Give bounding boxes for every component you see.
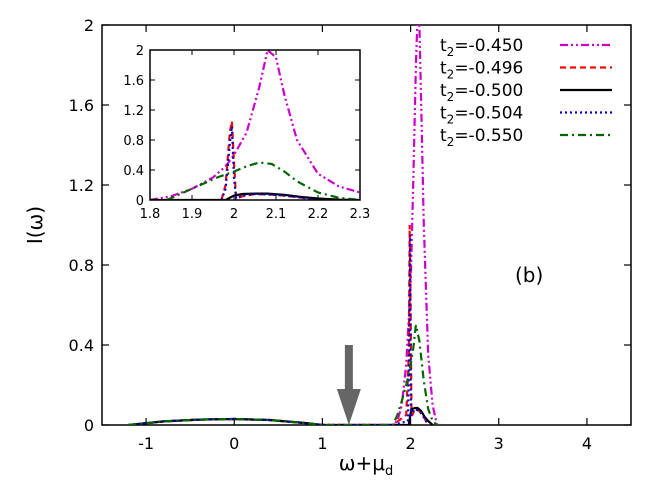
down-arrow-marker xyxy=(336,345,361,425)
inset-x-tick-label: 2.1 xyxy=(266,207,287,222)
legend-label: t2=-0.550 xyxy=(440,126,523,149)
inset-series-line xyxy=(150,192,360,200)
arrow-head xyxy=(336,389,361,425)
legend-label-sub: 2 xyxy=(447,45,455,59)
y-tick-label: 0.8 xyxy=(69,256,94,275)
inset-y-tick-label: 0.4 xyxy=(123,164,144,179)
legend-label-sub: 2 xyxy=(447,135,455,149)
main-series-group xyxy=(128,25,439,425)
x-tick-label: 0 xyxy=(229,434,239,453)
inset-y-tick-label: 1.2 xyxy=(123,104,144,119)
main-axis-ticks: -1 0 1 2 3 4 0 0.4 0.8 1.2 1.6 2 xyxy=(69,16,631,453)
x-tick-label: 2 xyxy=(405,434,415,453)
x-axis-label: ω+μd xyxy=(339,451,394,479)
series-line xyxy=(128,234,430,425)
legend-label-rest: =-0.500 xyxy=(454,81,523,101)
legend-label-sub: 2 xyxy=(447,90,455,104)
series-line xyxy=(128,324,438,425)
x-tick-label: 1 xyxy=(317,434,327,453)
y-axis-label: I(ω) xyxy=(23,206,47,244)
legend-label: t2=-0.504 xyxy=(440,104,523,127)
arrow-shaft xyxy=(344,345,353,389)
legend-label-sub: 2 xyxy=(447,113,455,127)
x-tick-label: 4 xyxy=(582,434,592,453)
inset-y-tick-label: 0 xyxy=(136,194,144,209)
legend-label-sub: 2 xyxy=(447,68,455,82)
y-tick-label: 1.6 xyxy=(69,96,94,115)
inset-y-tick-label: 0.8 xyxy=(123,134,144,149)
legend-label-rest: =-0.450 xyxy=(454,36,523,56)
legend-label-rest: =-0.550 xyxy=(454,126,523,146)
inset-series-line xyxy=(220,126,319,200)
y-tick-label: 1.2 xyxy=(69,176,94,195)
legend-label: t2=-0.496 xyxy=(440,59,523,82)
legend-label-base: t xyxy=(440,81,447,101)
inset-x-tick-label: 2.2 xyxy=(308,207,329,222)
legend-label: t2=-0.500 xyxy=(440,81,523,104)
inset-x-tick-label: 2 xyxy=(230,207,238,222)
inset-x-tick-label: 2.3 xyxy=(350,207,371,222)
legend-label-base: t xyxy=(440,104,447,124)
y-tick-label: 0.4 xyxy=(69,336,94,355)
x-axis-label-sub: d xyxy=(385,464,393,479)
legend: t2=-0.450t2=-0.496t2=-0.500t2=-0.504t2=-… xyxy=(440,36,612,149)
panel-label: (b) xyxy=(515,263,543,287)
inset-series-line xyxy=(166,161,360,200)
legend-label-rest: =-0.504 xyxy=(454,104,523,124)
y-tick-label: 0 xyxy=(84,416,94,435)
main-plot: -1 0 1 2 3 400.40.81.21.62 (b) t2=-0.450t2=-0… xyxy=(69,16,632,453)
x-tick-label: 3 xyxy=(494,434,504,453)
inset-y-tick-label: 1.6 xyxy=(123,74,144,89)
legend-label-base: t xyxy=(440,36,447,56)
series-line xyxy=(128,224,430,425)
inset-plot-frame xyxy=(149,49,361,201)
inset-series-group xyxy=(150,50,360,200)
inset-x-tick-label: 1.8 xyxy=(140,207,161,222)
inset-axis-ticks: 1.8 1.9 2 2.1 2.2 2.3 0 0.4 0.8 1.2 1.6 2 xyxy=(123,44,370,222)
legend-label-base: t xyxy=(440,59,447,79)
legend-label: t2=-0.450 xyxy=(440,36,523,59)
x-tick-label: -1 xyxy=(138,434,154,453)
inset-x-tick-label: 1.9 xyxy=(182,207,203,222)
inset-plot: 1.8 1.9 2 2.1 2.2 2.3 0 0.4 0.8 1.2 1.6 2 xyxy=(110,40,375,225)
y-tick-label: 2 xyxy=(84,16,94,35)
inset-series-line xyxy=(150,50,360,200)
series-line xyxy=(128,406,434,425)
x-axis-label-main: ω+μ xyxy=(339,451,386,475)
legend-label-base: t xyxy=(440,126,447,146)
legend-label-rest: =-0.496 xyxy=(454,59,523,79)
inset-y-tick-label: 2 xyxy=(136,44,144,59)
